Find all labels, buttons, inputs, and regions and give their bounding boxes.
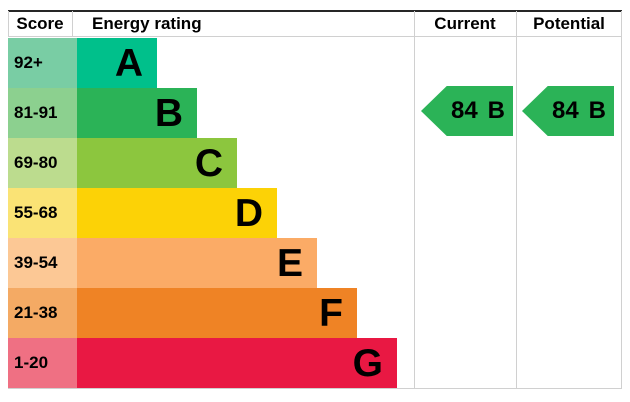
band-letter: A bbox=[114, 41, 143, 85]
score-range-label: 1-20 bbox=[8, 338, 77, 388]
table-top-border bbox=[8, 10, 622, 12]
score-range-label: 55-68 bbox=[8, 188, 77, 238]
band-letter: D bbox=[234, 191, 263, 235]
current-column-header: Current bbox=[434, 14, 496, 33]
band-letter: E bbox=[276, 241, 303, 285]
band-bar-b: B bbox=[77, 88, 197, 138]
current-rating-value: 84 bbox=[450, 97, 478, 124]
band-letter: G bbox=[352, 341, 383, 385]
band-bar-c: C bbox=[77, 138, 237, 188]
energy-rating-column-header: Energy rating bbox=[92, 14, 202, 33]
band-row-e: 39-54 E bbox=[8, 238, 397, 288]
current-column-left-border bbox=[414, 11, 415, 388]
band-row-f: 21-38 F bbox=[8, 288, 397, 338]
potential-column-left-border bbox=[516, 11, 517, 388]
potential-rating-band: B bbox=[588, 97, 607, 124]
score-column-header: Score bbox=[16, 14, 64, 33]
table-bottom-border bbox=[8, 388, 622, 389]
band-bar-g: G bbox=[77, 338, 397, 388]
potential-column-header: Potential bbox=[533, 14, 605, 33]
band-bar-e: E bbox=[77, 238, 317, 288]
score-range-label: 39-54 bbox=[8, 238, 77, 288]
potential-rating-value: 84 bbox=[551, 97, 579, 124]
score-header-divider bbox=[72, 11, 73, 36]
score-range-label: 21-38 bbox=[8, 288, 77, 338]
current-rating-arrow: 84 B bbox=[421, 86, 513, 136]
current-rating-band: B bbox=[487, 97, 506, 124]
band-letter: C bbox=[194, 141, 223, 185]
score-range-label: 81-91 bbox=[8, 88, 77, 138]
band-row-a: 92+ A bbox=[8, 38, 397, 88]
table-right-border bbox=[621, 11, 622, 388]
band-row-g: 1-20 G bbox=[8, 338, 397, 388]
band-row-d: 55-68 D bbox=[8, 188, 397, 238]
band-letter: F bbox=[319, 291, 343, 335]
band-row-c: 69-80 C bbox=[8, 138, 397, 188]
band-bar-d: D bbox=[77, 188, 277, 238]
potential-rating-arrow: 84 B bbox=[522, 86, 614, 136]
band-row-b: 81-91 B bbox=[8, 88, 397, 138]
score-range-label: 69-80 bbox=[8, 138, 77, 188]
rating-bands: 92+ A 81-91 B 69-80 C 55-68 D 39-54 E 21-38 F 1-20 G bbox=[8, 38, 397, 388]
band-bar-a: A bbox=[77, 38, 157, 88]
band-letter: B bbox=[154, 91, 183, 135]
header-left-border bbox=[8, 11, 9, 36]
score-range-label: 92+ bbox=[8, 38, 77, 88]
header-bottom-border bbox=[8, 36, 622, 37]
band-bar-f: F bbox=[77, 288, 357, 338]
